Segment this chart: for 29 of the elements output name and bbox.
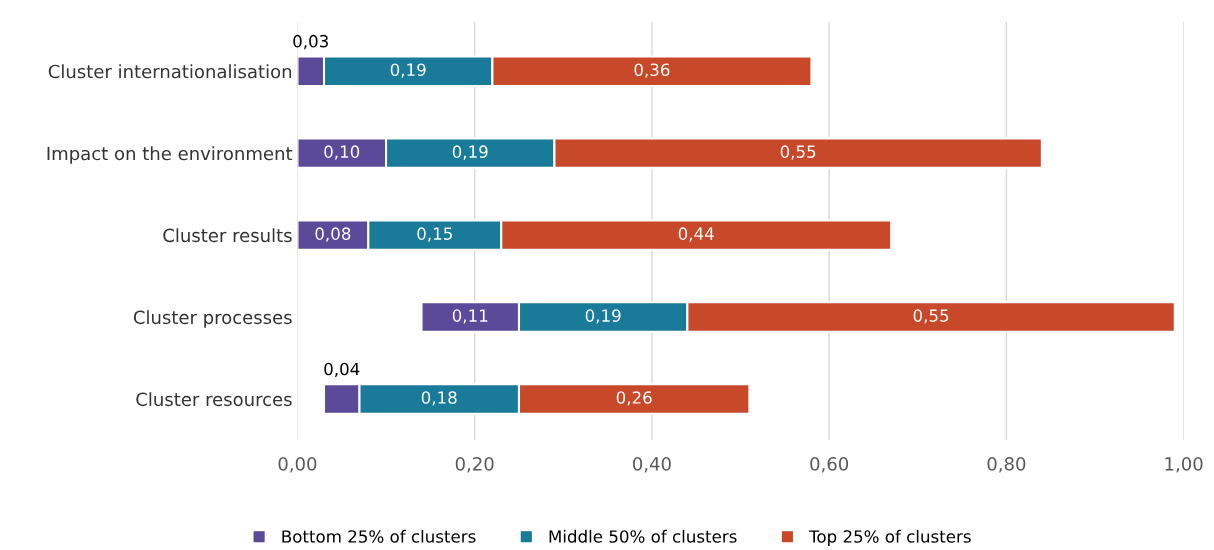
data-label: 0,19 [390,63,426,78]
x-tick-label: 0,20 [455,456,494,473]
data-label: 0,19 [585,309,621,324]
data-label: 0,10 [324,145,360,160]
data-label: 0,55 [913,309,949,324]
y-tick-label: Cluster resources [136,392,292,407]
data-label: 0,44 [678,227,714,242]
y-tick-label: Impact on the environment [47,146,293,164]
data-label: 0,55 [780,145,816,160]
data-label: 0,08 [315,227,351,242]
x-tick-label: 0,80 [987,456,1026,473]
legend-label: Bottom 25% of clusters [282,529,476,543]
x-tick-label: 0,40 [633,456,671,473]
data-label: 0,15 [417,227,452,242]
data-label: 0,18 [421,391,457,406]
data-label: 0,36 [634,63,670,78]
y-tick-label: Cluster processes [133,310,292,328]
x-tick-label: 0,60 [810,456,849,473]
data-label: 0,04 [324,362,360,377]
x-tick-label: 0,00 [278,456,317,473]
legend-label: Middle 50% of clusters [549,529,737,543]
data-label: 0,03 [293,34,328,50]
y-tick-label: Cluster internationalisation [48,64,292,79]
data-label: 0,19 [452,145,488,160]
legend-label: Top 25% of clusters [809,529,971,546]
y-tick-label: Cluster results [163,228,292,243]
x-tick-label: 1,00 [1165,456,1203,473]
data-label: 0,26 [616,391,652,406]
data-label: 0,11 [452,309,488,324]
